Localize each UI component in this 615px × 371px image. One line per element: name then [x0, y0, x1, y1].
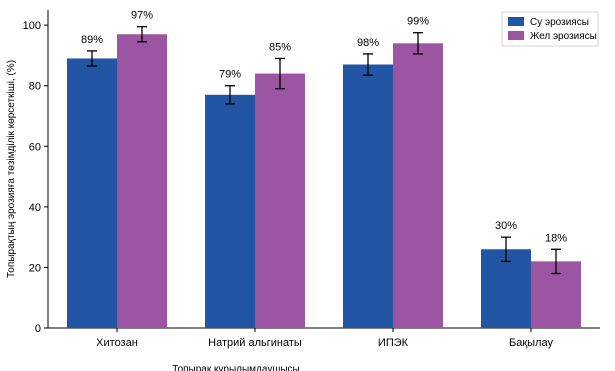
bar — [255, 73, 305, 328]
x-tick-label: Натрий альгинаты — [208, 337, 302, 349]
legend: Су эрозиясы Жел эрозиясы — [501, 11, 599, 47]
bar — [67, 58, 117, 328]
data-label: 18% — [545, 232, 567, 244]
bars — [67, 26, 581, 329]
data-label: 97% — [131, 10, 153, 22]
legend-label: Жел эрозиясы — [530, 31, 597, 42]
legend-swatch — [508, 31, 524, 40]
bar — [117, 34, 167, 328]
y-tick-label: 60 — [29, 141, 41, 153]
x-tick-label: ИПЭК — [378, 337, 409, 349]
y-tick-label: 40 — [29, 202, 41, 214]
data-label: 98% — [357, 37, 379, 49]
axes: 0 20 40 60 80 100 Топырақтың эрозияға төзімділ… — [6, 10, 600, 371]
x-tick-label: Бақылау — [509, 337, 553, 349]
labels: 89% 97% 79% 85% 98% 99% 30% 18% — [81, 10, 567, 245]
x-tick-label: Хитозан — [96, 337, 138, 349]
bar — [205, 94, 255, 328]
y-tick-label: 80 — [29, 81, 41, 93]
data-label: 89% — [81, 34, 103, 46]
data-label: 79% — [219, 69, 241, 81]
bar — [343, 64, 393, 328]
data-label: 99% — [407, 16, 429, 28]
legend-label: Су эрозиясы — [530, 17, 589, 28]
data-label: 85% — [269, 41, 291, 53]
bar — [481, 249, 531, 328]
data-label: 30% — [495, 220, 517, 232]
y-tick-label: 0 — [35, 323, 41, 335]
bar — [393, 43, 443, 329]
y-tick-label: 20 — [29, 262, 41, 274]
y-tick-label: 100 — [23, 20, 41, 32]
legend-swatch — [508, 17, 524, 26]
y-axis-label: Топырақтың эрозияға төзімділік көрсеткіш… — [6, 60, 17, 278]
x-axis-label: Топырақ құрылымдаушысы — [172, 364, 299, 371]
